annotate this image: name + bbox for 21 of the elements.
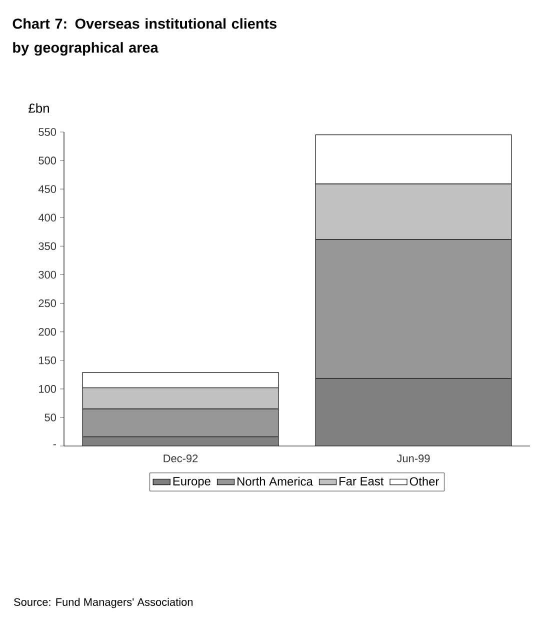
source-note: Source: Fund Managers' Association [14,598,193,608]
y-tick-label: 100 [39,385,56,393]
y-tick-label: 350 [38,242,56,250]
legend-label: Europe [173,477,210,488]
y-tick-label: 150 [39,356,56,364]
y-tick-label: 300 [38,270,56,279]
x-tick-label: Dec-92 [164,454,198,462]
y-tick-label: 400 [38,214,56,222]
y-tick-label: 200 [38,328,56,336]
x-tick-label: Jun-99 [396,454,430,462]
y-tick-label: 500 [38,156,56,164]
legend-label: Other [410,476,440,486]
legend-label: North America [238,476,313,486]
y-tick-label: 550 [38,128,56,136]
y-tick-label: 50 [44,414,56,422]
legend-label: Far East [340,477,384,486]
y-axis-title: £bn [28,103,49,113]
chart-title: Chart 7: Overseas institutional clients by geographical area [12,18,277,56]
y-tick-label: 250 [38,299,56,308]
y-tick-label: - [53,444,56,446]
y-tick-label: 450 [38,185,56,193]
